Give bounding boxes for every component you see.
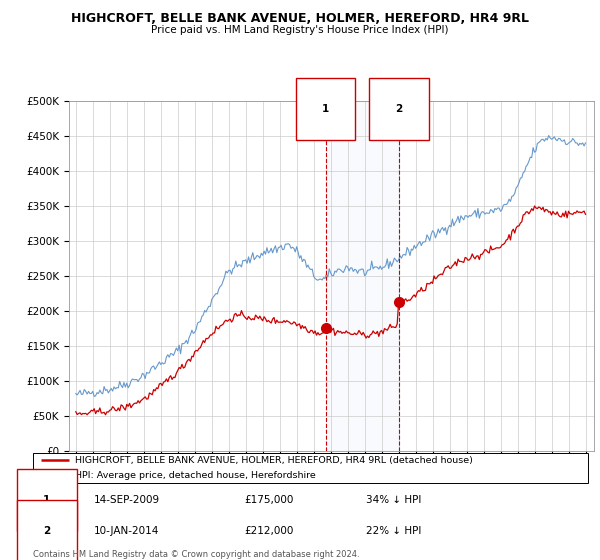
Text: 1: 1 <box>43 495 50 505</box>
Text: 14-SEP-2009: 14-SEP-2009 <box>94 495 160 505</box>
Text: 1: 1 <box>322 104 329 114</box>
Text: Price paid vs. HM Land Registry's House Price Index (HPI): Price paid vs. HM Land Registry's House … <box>151 25 449 35</box>
Text: £212,000: £212,000 <box>244 526 293 536</box>
FancyBboxPatch shape <box>33 453 588 483</box>
Text: 10-JAN-2014: 10-JAN-2014 <box>94 526 160 536</box>
Text: HIGHCROFT, BELLE BANK AVENUE, HOLMER, HEREFORD, HR4 9RL: HIGHCROFT, BELLE BANK AVENUE, HOLMER, HE… <box>71 12 529 25</box>
Text: 22% ↓ HPI: 22% ↓ HPI <box>366 526 421 536</box>
Text: Contains HM Land Registry data © Crown copyright and database right 2024.
This d: Contains HM Land Registry data © Crown c… <box>33 550 359 560</box>
Text: 2: 2 <box>395 104 403 114</box>
Text: 34% ↓ HPI: 34% ↓ HPI <box>366 495 421 505</box>
Text: HIGHCROFT, BELLE BANK AVENUE, HOLMER, HEREFORD, HR4 9RL (detached house): HIGHCROFT, BELLE BANK AVENUE, HOLMER, HE… <box>74 456 473 465</box>
Bar <box>326 101 399 451</box>
Text: £175,000: £175,000 <box>244 495 293 505</box>
Text: HPI: Average price, detached house, Herefordshire: HPI: Average price, detached house, Here… <box>74 471 316 480</box>
Text: 2: 2 <box>43 526 50 536</box>
